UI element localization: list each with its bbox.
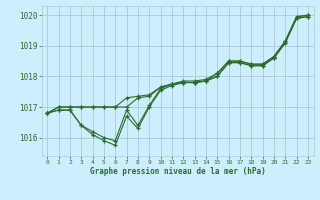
- X-axis label: Graphe pression niveau de la mer (hPa): Graphe pression niveau de la mer (hPa): [90, 167, 266, 176]
